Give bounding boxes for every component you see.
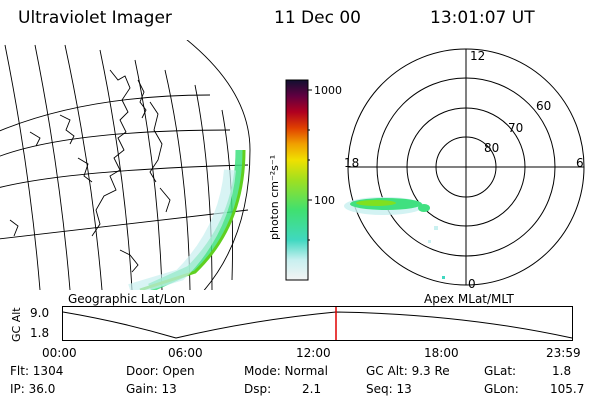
dsp-label: Dsp: bbox=[244, 382, 272, 396]
geographic-globe-image bbox=[0, 40, 251, 290]
glat-value: 1.8 bbox=[552, 364, 572, 378]
ip-value: IP: 36.0 bbox=[10, 382, 56, 396]
colorbar-unit-label: photon cm⁻²s⁻¹ bbox=[268, 155, 281, 240]
mlat-label-80: 80 bbox=[484, 141, 499, 155]
mode-value: Mode: Normal bbox=[244, 364, 328, 378]
time-label: 13:01:07 UT bbox=[430, 8, 535, 28]
timeline-xtick-1800: 18:00 bbox=[424, 346, 459, 360]
timeline-xtick-0000: 00:00 bbox=[42, 346, 77, 360]
mlt-label-6: 6 bbox=[576, 156, 584, 170]
orbit-altitude-timeline bbox=[62, 306, 573, 341]
geographic-panel-label: Geographic Lat/Lon bbox=[68, 292, 186, 306]
apex-panel-label: Apex MLat/MLT bbox=[424, 292, 514, 306]
aurora-band bbox=[128, 149, 246, 290]
instrument-title: Ultraviolet Imager bbox=[18, 8, 172, 28]
flight-number: Flt: 1304 bbox=[10, 364, 64, 378]
mlt-label-0: 0 bbox=[468, 277, 476, 291]
polar-aurora-oval bbox=[344, 197, 445, 279]
glon-label: GLon: bbox=[484, 382, 519, 396]
intensity-colorbar: 1000 100 photon cm⁻²s⁻¹ bbox=[268, 79, 342, 281]
mlt-label-12: 12 bbox=[470, 49, 485, 63]
date-label: 11 Dec 00 bbox=[274, 8, 361, 28]
dsp-value: 2.1 bbox=[302, 382, 322, 396]
polar-mlat-mlt-plot: 12 18 6 0 60 70 80 bbox=[344, 48, 585, 291]
timeline-xtick-1200: 12:00 bbox=[296, 346, 331, 360]
timeline-ytick-9: 9.0 bbox=[30, 306, 50, 320]
mlt-label-18: 18 bbox=[344, 156, 359, 170]
timeline-xtick-0600: 06:00 bbox=[168, 346, 203, 360]
mlat-label-70: 70 bbox=[508, 121, 523, 135]
colorbar-tick-100: 100 bbox=[314, 194, 335, 207]
glon-value: 105.7 bbox=[550, 382, 585, 396]
timeline-y-label: GC Alt bbox=[10, 307, 23, 342]
colorbar-tick-1000: 1000 bbox=[314, 84, 342, 97]
glat-label: GLat: bbox=[484, 364, 517, 378]
door-status: Door: Open bbox=[126, 364, 195, 378]
gain-value: Gain: 13 bbox=[126, 382, 177, 396]
mlat-label-60: 60 bbox=[536, 99, 551, 113]
sequence-value: Seq: 13 bbox=[366, 382, 412, 396]
timeline-xtick-2359: 23:59 bbox=[546, 346, 581, 360]
timeline-ytick-1.8: 1.8 bbox=[30, 326, 50, 340]
gc-altitude: GC Alt: 9.3 Re bbox=[366, 364, 450, 378]
